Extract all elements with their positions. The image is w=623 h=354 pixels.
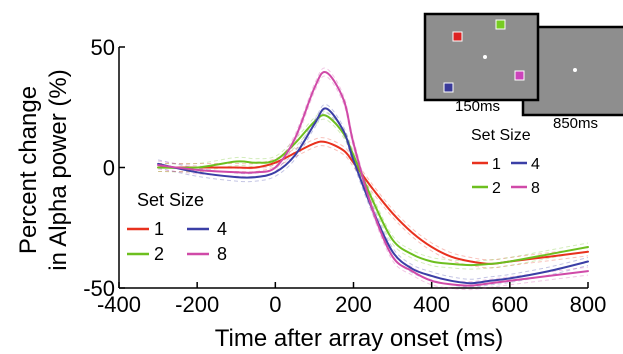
- stimulus-inset: 150ms 850ms: [423, 12, 623, 132]
- x-tick-label: 0: [269, 292, 281, 317]
- inset-legend-label-8: 8: [531, 180, 540, 197]
- inset-legend-label-2: 2: [492, 180, 501, 197]
- x-tick-label: 400: [413, 292, 450, 317]
- x-axis-title: Time after array onset (ms): [215, 325, 504, 352]
- stimulus-frame-2: [521, 25, 623, 117]
- fixation-dot-2: [573, 68, 577, 72]
- x-tick-label: -200: [175, 292, 219, 317]
- y-tick-label: -50: [83, 276, 115, 301]
- x-tick-label: -400: [97, 292, 141, 317]
- series-8-line: [157, 70, 589, 287]
- inset-legend-label-1: 1: [492, 156, 501, 173]
- frame2-duration-label: 850ms: [553, 115, 598, 132]
- main-legend: Set Size 1 4 2 8: [127, 190, 227, 264]
- stimulus-square-magenta: [514, 70, 525, 81]
- y-tick-label: 50: [91, 35, 115, 60]
- stimulus-square-red: [452, 31, 463, 42]
- series-4-error-band: [157, 111, 589, 288]
- legend-title: Set Size: [137, 190, 204, 210]
- series-1-error-band: [158, 137, 589, 261]
- legend-label-4: 4: [217, 219, 227, 239]
- frame1-duration-label: 150ms: [455, 98, 500, 115]
- legend-label-8: 8: [217, 244, 227, 264]
- stimulus-square-blue: [443, 82, 454, 93]
- x-ticks: -400 -200 0 200 400 600 800: [97, 282, 606, 317]
- x-tick-label: 200: [335, 292, 372, 317]
- stimulus-frame-1: [423, 12, 540, 102]
- series-lines: [157, 70, 589, 287]
- x-tick-label: 800: [570, 292, 607, 317]
- legend-label-1: 1: [154, 219, 164, 239]
- x-tick-label: 600: [491, 292, 528, 317]
- fixation-dot-1: [483, 55, 487, 59]
- y-axis-title-line-2: in Alpha power (%): [45, 69, 72, 270]
- y-tick-label: 0: [103, 156, 115, 181]
- legend-label-2: 2: [154, 244, 164, 264]
- inset-legend: Set Size 1 4 2 8: [471, 127, 540, 197]
- y-ticks: -50 0 50: [83, 35, 125, 301]
- inset-legend-label-4: 4: [531, 156, 540, 173]
- y-axis-title-line-1: Percent change: [15, 86, 42, 254]
- series-4-line: [157, 107, 589, 285]
- stimulus-square-green: [495, 19, 506, 30]
- inset-legend-title: Set Size: [471, 127, 531, 144]
